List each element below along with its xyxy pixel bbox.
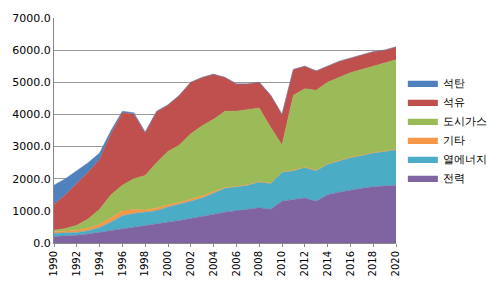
svg-text:4000.0: 4000.0 <box>12 108 51 121</box>
svg-text:2002: 2002 <box>185 251 196 276</box>
svg-text:1994: 1994 <box>94 251 105 276</box>
svg-text:1990: 1990 <box>48 251 59 276</box>
svg-text:2012: 2012 <box>299 251 310 276</box>
svg-text:도시가스: 도시가스 <box>443 115 487 128</box>
svg-text:석탄: 석탄 <box>443 77 465 90</box>
svg-text:2000: 2000 <box>162 251 173 276</box>
svg-text:2020: 2020 <box>390 251 401 276</box>
svg-text:2014: 2014 <box>322 251 333 276</box>
svg-text:1996: 1996 <box>117 251 128 276</box>
svg-text:1998: 1998 <box>139 251 150 276</box>
svg-text:2000.0: 2000.0 <box>12 173 51 186</box>
svg-text:2018: 2018 <box>367 251 378 276</box>
svg-text:2004: 2004 <box>208 251 219 276</box>
svg-text:2008: 2008 <box>253 251 264 276</box>
svg-text:7000.0: 7000.0 <box>12 12 51 25</box>
svg-text:6000.0: 6000.0 <box>12 44 51 57</box>
svg-text:5000.0: 5000.0 <box>12 76 51 89</box>
svg-text:전력: 전력 <box>443 172 465 185</box>
svg-text:0.0: 0.0 <box>33 237 51 250</box>
svg-text:석유: 석유 <box>443 96 465 109</box>
svg-text:열에너지: 열에너지 <box>443 153 487 166</box>
svg-text:2006: 2006 <box>231 251 242 276</box>
svg-text:3000.0: 3000.0 <box>12 140 51 153</box>
svg-text:기타: 기타 <box>443 134 465 147</box>
svg-text:2010: 2010 <box>276 251 287 276</box>
svg-text:1992: 1992 <box>71 251 82 276</box>
svg-text:1000.0: 1000.0 <box>12 205 51 218</box>
svg-text:2016: 2016 <box>345 251 356 276</box>
